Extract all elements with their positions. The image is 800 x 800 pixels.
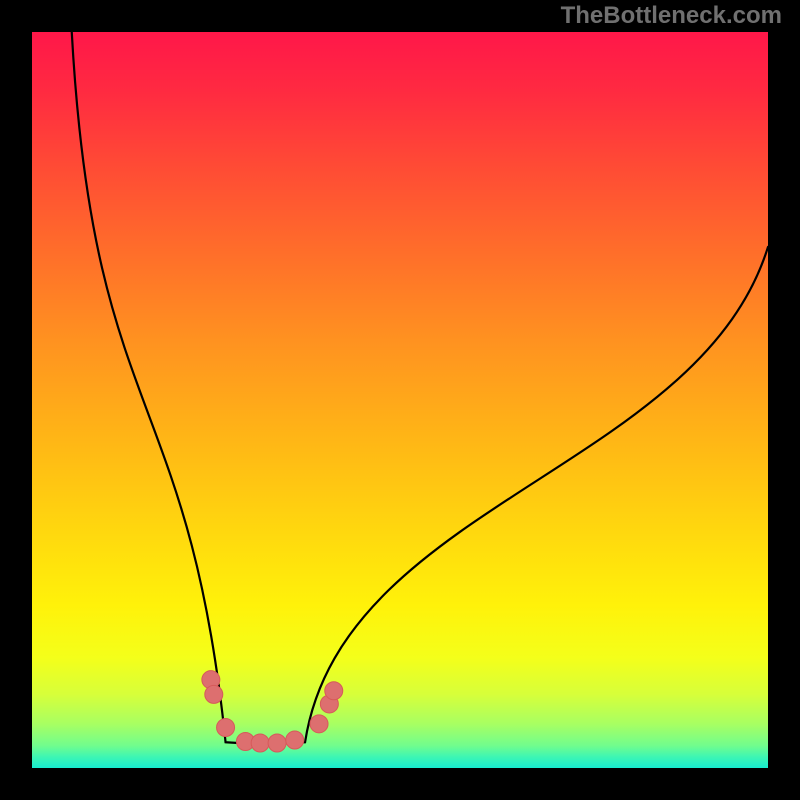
marker-dot xyxy=(325,682,343,700)
chart-root: TheBottleneck.com xyxy=(0,0,800,800)
plot-area xyxy=(32,32,768,768)
marker-dot xyxy=(205,685,223,703)
watermark-text: TheBottleneck.com xyxy=(561,2,782,30)
marker-dot xyxy=(217,719,235,737)
marker-dot xyxy=(310,715,328,733)
marker-dot xyxy=(286,731,304,749)
marker-dot xyxy=(251,734,269,752)
marker-dot xyxy=(268,734,286,752)
chart-svg xyxy=(32,32,768,768)
